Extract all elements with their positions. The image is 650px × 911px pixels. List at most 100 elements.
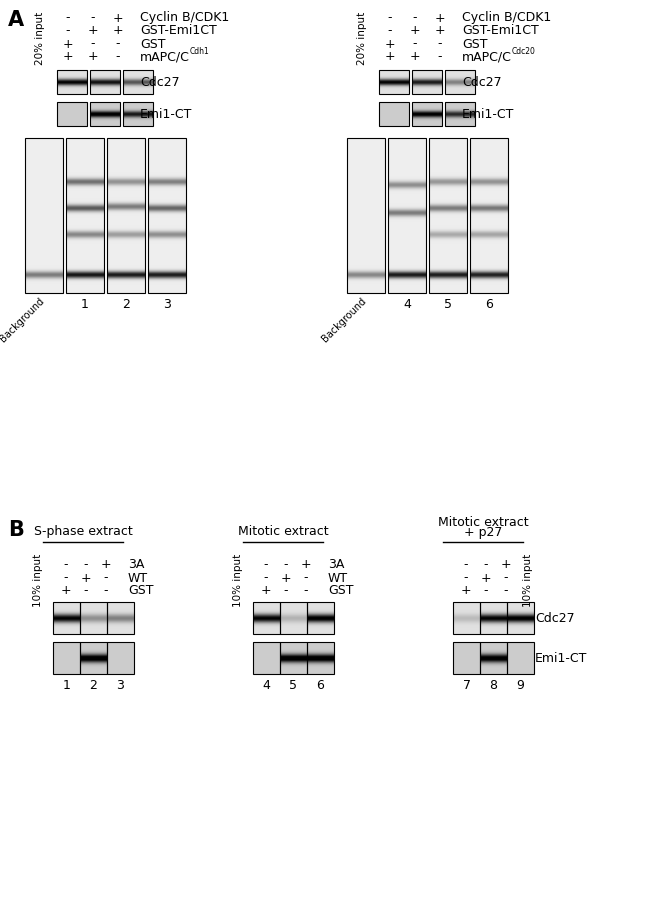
Text: +: + [62,50,73,64]
Text: S-phase extract: S-phase extract [34,525,133,538]
Text: +: + [385,37,395,50]
Bar [66,138,104,293]
Text: Cdc27: Cdc27 [140,76,179,88]
Text: GST-Emi1CT: GST-Emi1CT [140,25,216,37]
Text: +: + [101,558,111,571]
Text: +: + [500,558,512,571]
Bar [507,602,534,634]
Bar [107,642,134,674]
Text: 10% input: 10% input [233,553,243,607]
Bar [453,642,480,674]
Bar [25,138,63,293]
Bar [80,602,107,634]
Text: -: - [413,37,417,50]
Bar [107,602,134,634]
Bar [429,138,467,293]
Text: -: - [437,50,442,64]
Bar [307,602,334,634]
Text: 1: 1 [81,298,89,311]
Text: 5: 5 [444,298,452,311]
Bar [148,138,186,293]
Text: -: - [104,585,109,598]
Text: 2: 2 [122,298,130,311]
Bar [480,602,507,634]
Bar [445,102,475,126]
Text: WT: WT [128,571,148,585]
Text: 3A: 3A [128,558,144,571]
Text: Emi1-CT: Emi1-CT [535,651,588,664]
Text: +: + [435,12,445,25]
Text: 6: 6 [485,298,493,311]
Text: 20% input: 20% input [35,11,45,65]
Text: +: + [481,571,491,585]
Text: 2: 2 [90,679,97,692]
Text: -: - [264,571,268,585]
Text: Emi1-CT: Emi1-CT [462,107,514,120]
Text: -: - [64,571,68,585]
Text: 10% input: 10% input [523,553,533,607]
Bar [453,602,480,634]
Text: -: - [388,12,392,25]
Bar [57,102,87,126]
Bar [53,602,80,634]
Text: Cyclin B/CDK1: Cyclin B/CDK1 [462,12,551,25]
Text: Background: Background [0,296,46,344]
Text: -: - [84,558,88,571]
Text: -: - [284,558,288,571]
Text: -: - [104,571,109,585]
Text: +: + [261,585,271,598]
Text: B: B [8,520,24,540]
Bar [253,602,280,634]
Text: -: - [284,585,288,598]
Bar [470,138,508,293]
Text: Emi1-CT: Emi1-CT [140,107,192,120]
Text: -: - [304,585,308,598]
Text: +: + [81,571,91,585]
Text: -: - [264,558,268,571]
Text: GST: GST [140,37,166,50]
Text: -: - [484,558,488,571]
Text: 9: 9 [517,679,525,692]
Bar [507,642,534,674]
Text: +: + [435,25,445,37]
Bar [107,138,145,293]
Text: +: + [461,585,471,598]
Bar [388,138,426,293]
Text: -: - [504,571,508,585]
Bar [90,70,120,94]
Text: +: + [62,37,73,50]
Text: Background: Background [320,296,368,344]
Text: GST: GST [328,585,354,598]
Text: +: + [88,50,98,64]
Bar [53,642,80,674]
Text: +: + [281,571,291,585]
Text: -: - [116,37,120,50]
Text: 4: 4 [403,298,411,311]
Text: Cdc27: Cdc27 [462,76,502,88]
Bar [412,102,442,126]
Text: -: - [66,25,70,37]
Text: WT: WT [328,571,348,585]
Text: -: - [413,12,417,25]
Text: 5: 5 [289,679,298,692]
Text: + p27: + p27 [464,526,502,539]
Bar [280,642,307,674]
Text: -: - [84,585,88,598]
Text: mAPC/C: mAPC/C [140,50,190,64]
Text: Mitotic extract: Mitotic extract [238,525,328,538]
Text: 6: 6 [317,679,324,692]
Text: GST-Emi1CT: GST-Emi1CT [462,25,539,37]
Bar [123,70,153,94]
Text: 7: 7 [463,679,471,692]
Text: -: - [463,571,468,585]
Text: -: - [437,37,442,50]
Bar [412,70,442,94]
Text: -: - [484,585,488,598]
Text: -: - [463,558,468,571]
Text: 3: 3 [163,298,171,311]
Text: +: + [112,25,124,37]
Bar [307,642,334,674]
Bar [445,70,475,94]
Text: -: - [91,37,96,50]
Text: +: + [410,50,421,64]
